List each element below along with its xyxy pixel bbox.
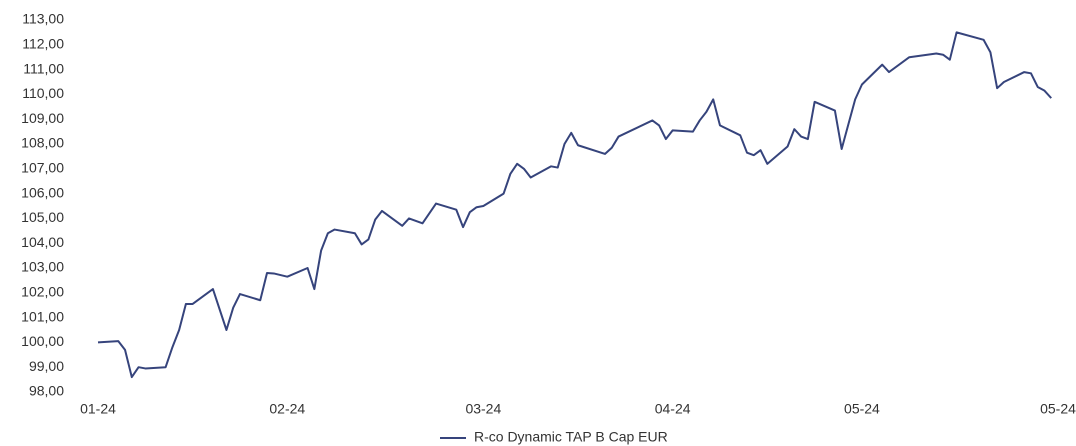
y-tick-label: 100,00 (21, 333, 64, 349)
y-tick-label: 106,00 (21, 184, 64, 200)
y-tick-label: 108,00 (21, 135, 64, 151)
x-tick-label: 02-24 (269, 401, 305, 417)
y-tick-label: 103,00 (21, 259, 64, 275)
y-tick-label: 109,00 (21, 110, 64, 126)
y-tick-label: 105,00 (21, 209, 64, 225)
x-tick-label: 04-24 (655, 401, 691, 417)
legend-label: R-co Dynamic TAP B Cap EUR (474, 429, 668, 445)
y-tick-label: 101,00 (21, 308, 64, 324)
y-tick-label: 113,00 (22, 11, 64, 27)
x-tick-label: 01-24 (80, 401, 116, 417)
y-tick-label: 111,00 (23, 60, 64, 76)
y-tick-label: 110,00 (22, 85, 64, 101)
y-tick-label: 112,00 (22, 36, 64, 52)
x-tick-label: 03-24 (465, 401, 501, 417)
y-tick-label: 107,00 (21, 160, 64, 176)
y-tick-label: 99,00 (29, 358, 64, 374)
x-tick-label: 05-24 (844, 401, 880, 417)
x-tick-label: 05-24 (1040, 401, 1076, 417)
y-tick-label: 104,00 (21, 234, 64, 250)
series-line (97, 31, 1052, 379)
y-tick-label: 98,00 (29, 383, 64, 399)
y-tick-label: 102,00 (21, 284, 64, 300)
